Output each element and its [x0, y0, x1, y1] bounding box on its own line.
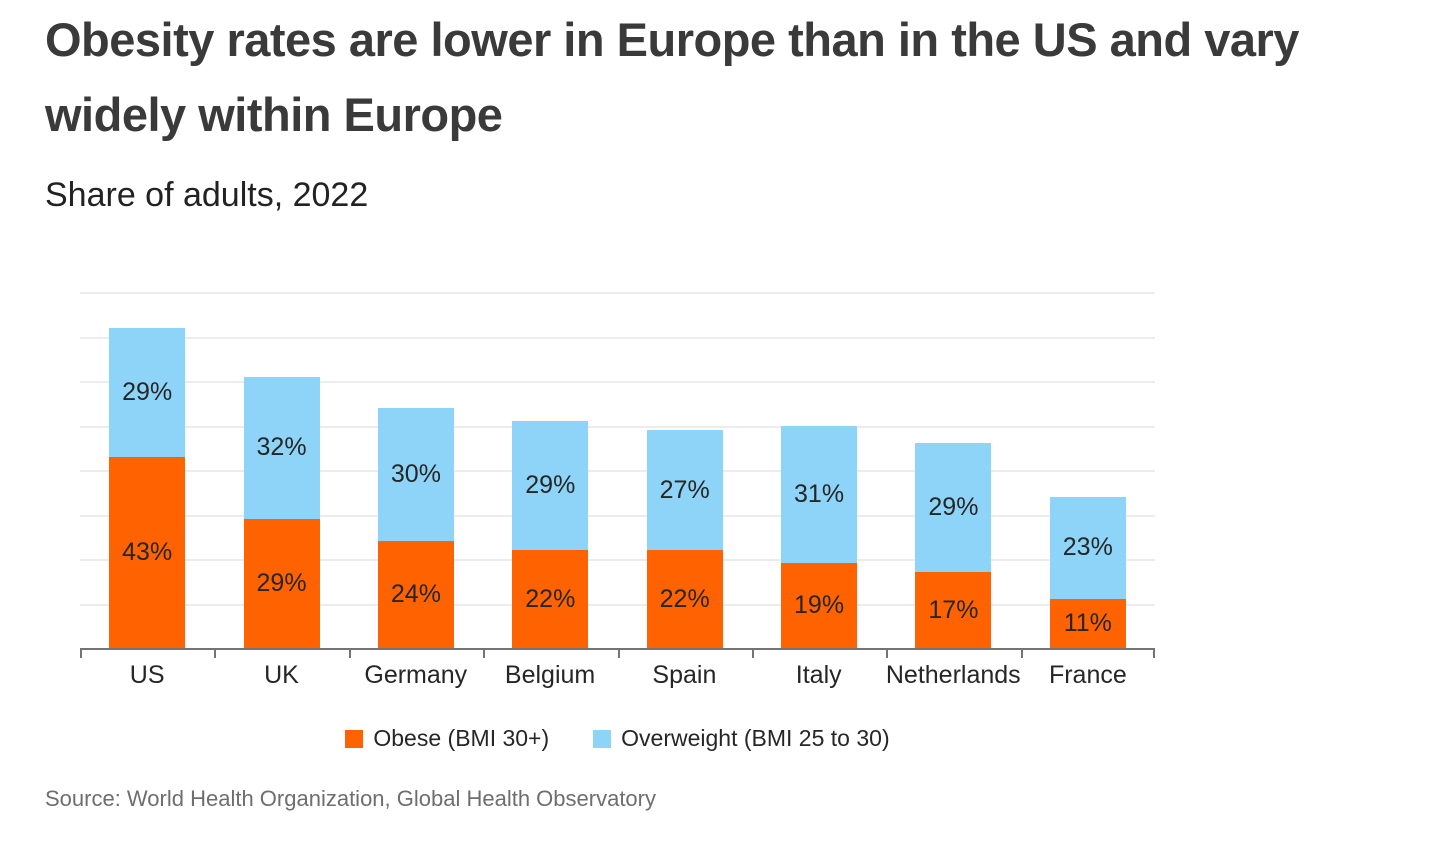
data-label: 30%: [390, 459, 441, 488]
data-label: 43%: [122, 537, 173, 566]
bar-segment-germany: 30%: [377, 407, 454, 542]
legend-label: Obese (BMI 30+): [373, 725, 550, 751]
data-label: 32%: [256, 433, 307, 462]
source-note: Source: World Health Organization, Globa…: [45, 786, 656, 811]
gridline: [80, 559, 1155, 561]
bar-segment-belgium: 22%: [512, 550, 589, 648]
axis-tick: [886, 650, 889, 658]
axis-tick: [214, 650, 217, 658]
plot-area: 43% 29% 29% 32% 24% 30% 22% 29% 22% 27% 19% 31% 17% 2…: [80, 292, 1155, 648]
legend-swatch-icon: [593, 729, 612, 748]
axis-tick: [80, 650, 82, 658]
bar-segment-uk: 29%: [243, 518, 320, 648]
bar-segment-italy: 19%: [781, 563, 858, 648]
axis-tick: [1020, 650, 1023, 658]
axis-tick: [617, 650, 620, 658]
data-label: 19%: [794, 591, 845, 620]
x-axis-labels: US UK Germany Belgium Spain Italy Netherlands F…: [80, 661, 1155, 690]
x-axis-label-uk: UK: [264, 661, 299, 689]
axis-tick: [751, 650, 754, 658]
data-label: 11%: [1063, 609, 1112, 638]
x-axis-label-spain: Spain: [652, 661, 717, 689]
gridline: [80, 425, 1155, 428]
axis-tick: [1153, 650, 1155, 658]
gridline: [80, 514, 1155, 517]
data-label: 27%: [659, 475, 710, 504]
gridline: [80, 381, 1155, 383]
bar-segment-france: 23%: [1049, 496, 1126, 600]
bar-segment-netherlands: 17%: [915, 572, 992, 648]
data-label: 23%: [1062, 533, 1113, 562]
gridline: [80, 292, 1155, 294]
bar-segment-us: 29%: [109, 327, 186, 457]
x-axis-line: [80, 648, 1155, 658]
bar-segment-netherlands: 29%: [915, 443, 992, 573]
bar-segment-france: 11%: [1049, 599, 1126, 648]
data-label: 29%: [256, 568, 307, 597]
x-axis-label-us: US: [129, 661, 165, 689]
gridline: [80, 470, 1155, 472]
bar-segment-spain: 22%: [646, 550, 723, 648]
axis-tick: [348, 650, 351, 658]
bar-segment-germany: 24%: [377, 541, 454, 648]
legend-label: Overweight (BMI 25 to 30): [621, 725, 890, 751]
x-axis-label-belgium: Belgium: [504, 661, 596, 689]
legend-swatch-icon: [345, 729, 364, 748]
data-label: 31%: [794, 479, 845, 508]
chart-title: Obesity rates are lower in Europe than i…: [45, 13, 1299, 141]
chart-legend: Obese (BMI 30+) Overweight (BMI 25 to 30): [80, 725, 1155, 752]
x-axis-label-germany: Germany: [364, 661, 468, 689]
data-label: 22%: [659, 584, 710, 613]
legend-item: Overweight (BMI 25 to 30): [593, 725, 890, 752]
gridline: [80, 603, 1155, 606]
x-axis-label-netherlands: Netherlands: [885, 661, 1021, 689]
data-label: 29%: [928, 493, 979, 522]
bar-segment-us: 43%: [109, 456, 186, 648]
data-label: 22%: [525, 584, 576, 613]
bar-segment-belgium: 29%: [512, 421, 589, 551]
axis-tick: [483, 650, 486, 658]
bar-segment-italy: 31%: [781, 425, 858, 564]
gridline: [80, 336, 1155, 339]
chart-subtitle: Share of adults, 2022: [45, 176, 369, 214]
x-axis-label-france: France: [1048, 661, 1127, 689]
data-label: 29%: [525, 471, 576, 500]
data-label: 29%: [122, 377, 173, 406]
data-label: 17%: [928, 595, 979, 624]
bar-segment-uk: 32%: [243, 376, 320, 519]
bar-segment-spain: 27%: [646, 429, 723, 551]
legend-item: Obese (BMI 30+): [345, 725, 549, 752]
data-label: 24%: [390, 580, 441, 609]
x-axis-label-italy: Italy: [795, 661, 842, 689]
